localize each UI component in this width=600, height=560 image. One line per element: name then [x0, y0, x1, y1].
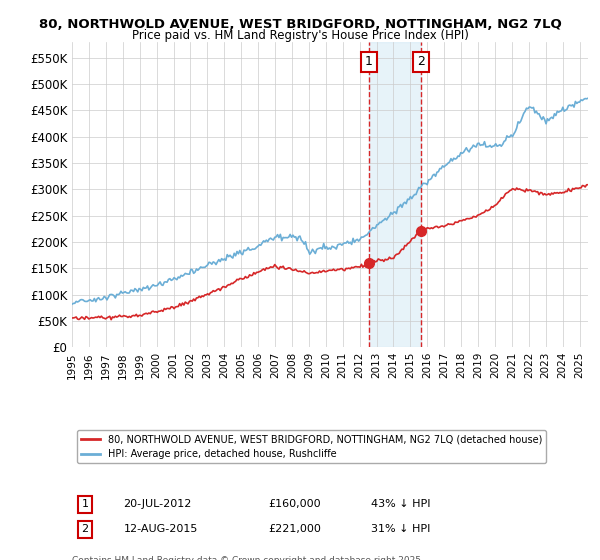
Text: 43% ↓ HPI: 43% ↓ HPI — [371, 500, 431, 510]
Bar — [369, 42, 421, 347]
Text: Price paid vs. HM Land Registry's House Price Index (HPI): Price paid vs. HM Land Registry's House … — [131, 29, 469, 42]
Text: £160,000: £160,000 — [268, 500, 321, 510]
Text: Contains HM Land Registry data © Crown copyright and database right 2025.
This d: Contains HM Land Registry data © Crown c… — [72, 556, 424, 560]
Text: 12-AUG-2015: 12-AUG-2015 — [124, 524, 198, 534]
Text: 2: 2 — [82, 524, 88, 534]
Text: 80, NORTHWOLD AVENUE, WEST BRIDGFORD, NOTTINGHAM, NG2 7LQ: 80, NORTHWOLD AVENUE, WEST BRIDGFORD, NO… — [38, 18, 562, 31]
Text: 1: 1 — [82, 500, 88, 510]
Legend: 80, NORTHWOLD AVENUE, WEST BRIDGFORD, NOTTINGHAM, NG2 7LQ (detached house), HPI:: 80, NORTHWOLD AVENUE, WEST BRIDGFORD, NO… — [77, 430, 546, 463]
Text: 31% ↓ HPI: 31% ↓ HPI — [371, 524, 431, 534]
Text: 1: 1 — [365, 55, 373, 68]
Text: 20-JUL-2012: 20-JUL-2012 — [124, 500, 192, 510]
Text: 2: 2 — [417, 55, 425, 68]
Text: £221,000: £221,000 — [268, 524, 321, 534]
